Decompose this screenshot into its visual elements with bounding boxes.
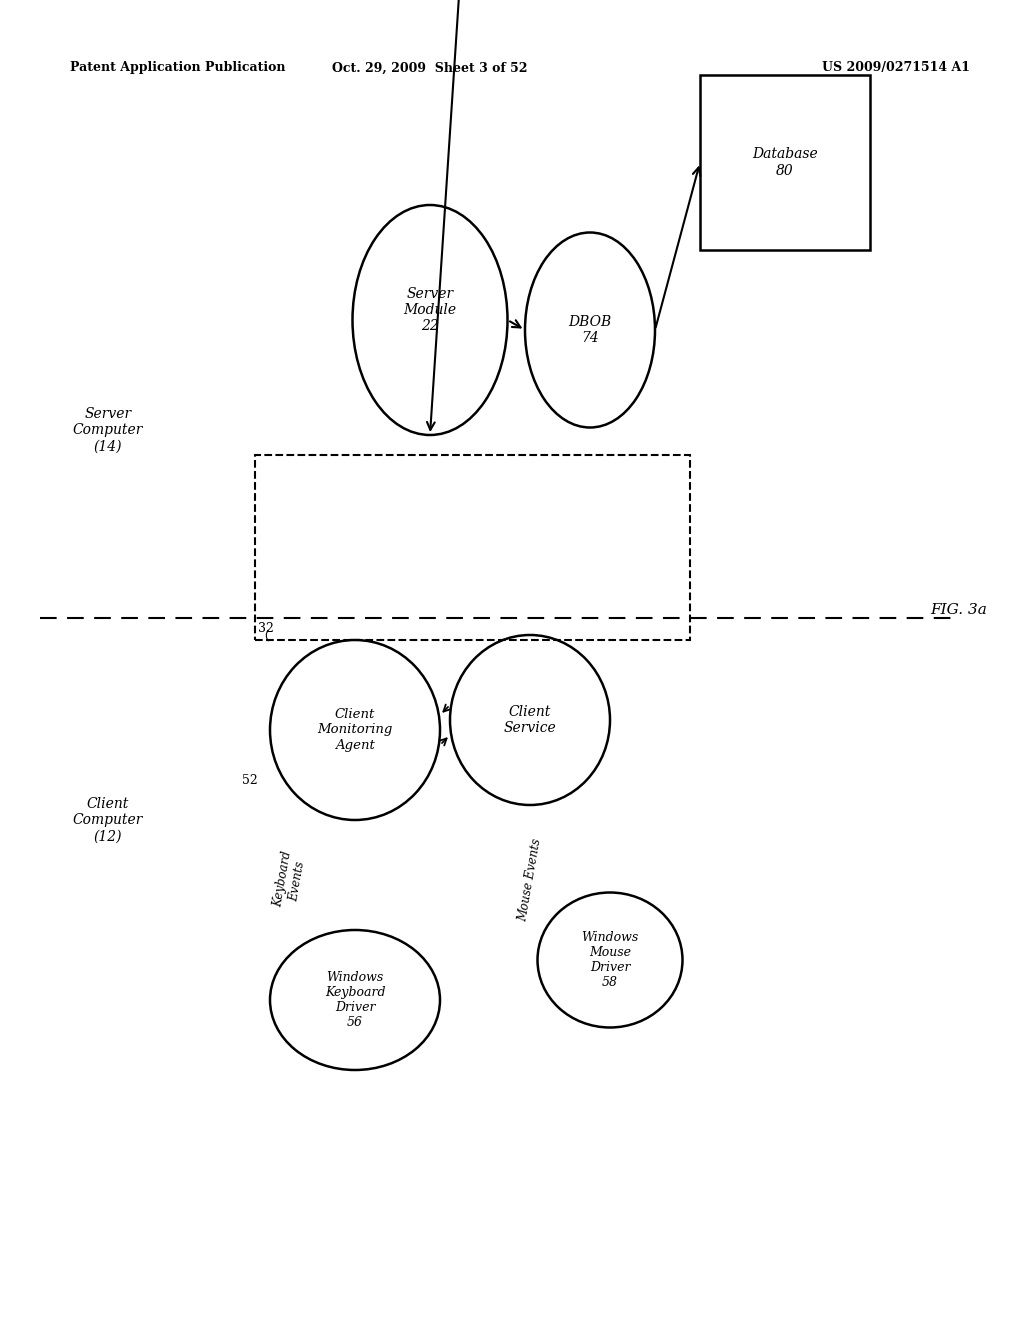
- Text: 52: 52: [243, 774, 258, 787]
- Text: Client
Service: Client Service: [504, 705, 556, 735]
- Text: Windows
Mouse
Driver
58: Windows Mouse Driver 58: [582, 931, 639, 989]
- Text: Patent Application Publication: Patent Application Publication: [70, 62, 286, 74]
- Text: 32: 32: [258, 622, 273, 635]
- Text: Database
80: Database 80: [752, 148, 818, 178]
- Text: DBOB
74: DBOB 74: [568, 315, 611, 345]
- Text: Server
Module
22: Server Module 22: [403, 286, 457, 333]
- Bar: [255, 455, 690, 640]
- Text: Client
Computer
(12): Client Computer (12): [73, 797, 143, 843]
- Text: Windows
Keyboard
Driver
56: Windows Keyboard Driver 56: [325, 972, 385, 1030]
- Text: Oct. 29, 2009  Sheet 3 of 52: Oct. 29, 2009 Sheet 3 of 52: [332, 62, 527, 74]
- Text: Keyboard
Events: Keyboard Events: [271, 850, 308, 911]
- Bar: [700, 75, 870, 249]
- Text: US 2009/0271514 A1: US 2009/0271514 A1: [822, 62, 970, 74]
- Text: Server
Computer
(14): Server Computer (14): [73, 407, 143, 453]
- Text: Mouse Events: Mouse Events: [516, 837, 544, 923]
- Text: Client
Monitoring
Agent: Client Monitoring Agent: [317, 709, 392, 751]
- Text: FIG. 3a: FIG. 3a: [930, 603, 987, 616]
